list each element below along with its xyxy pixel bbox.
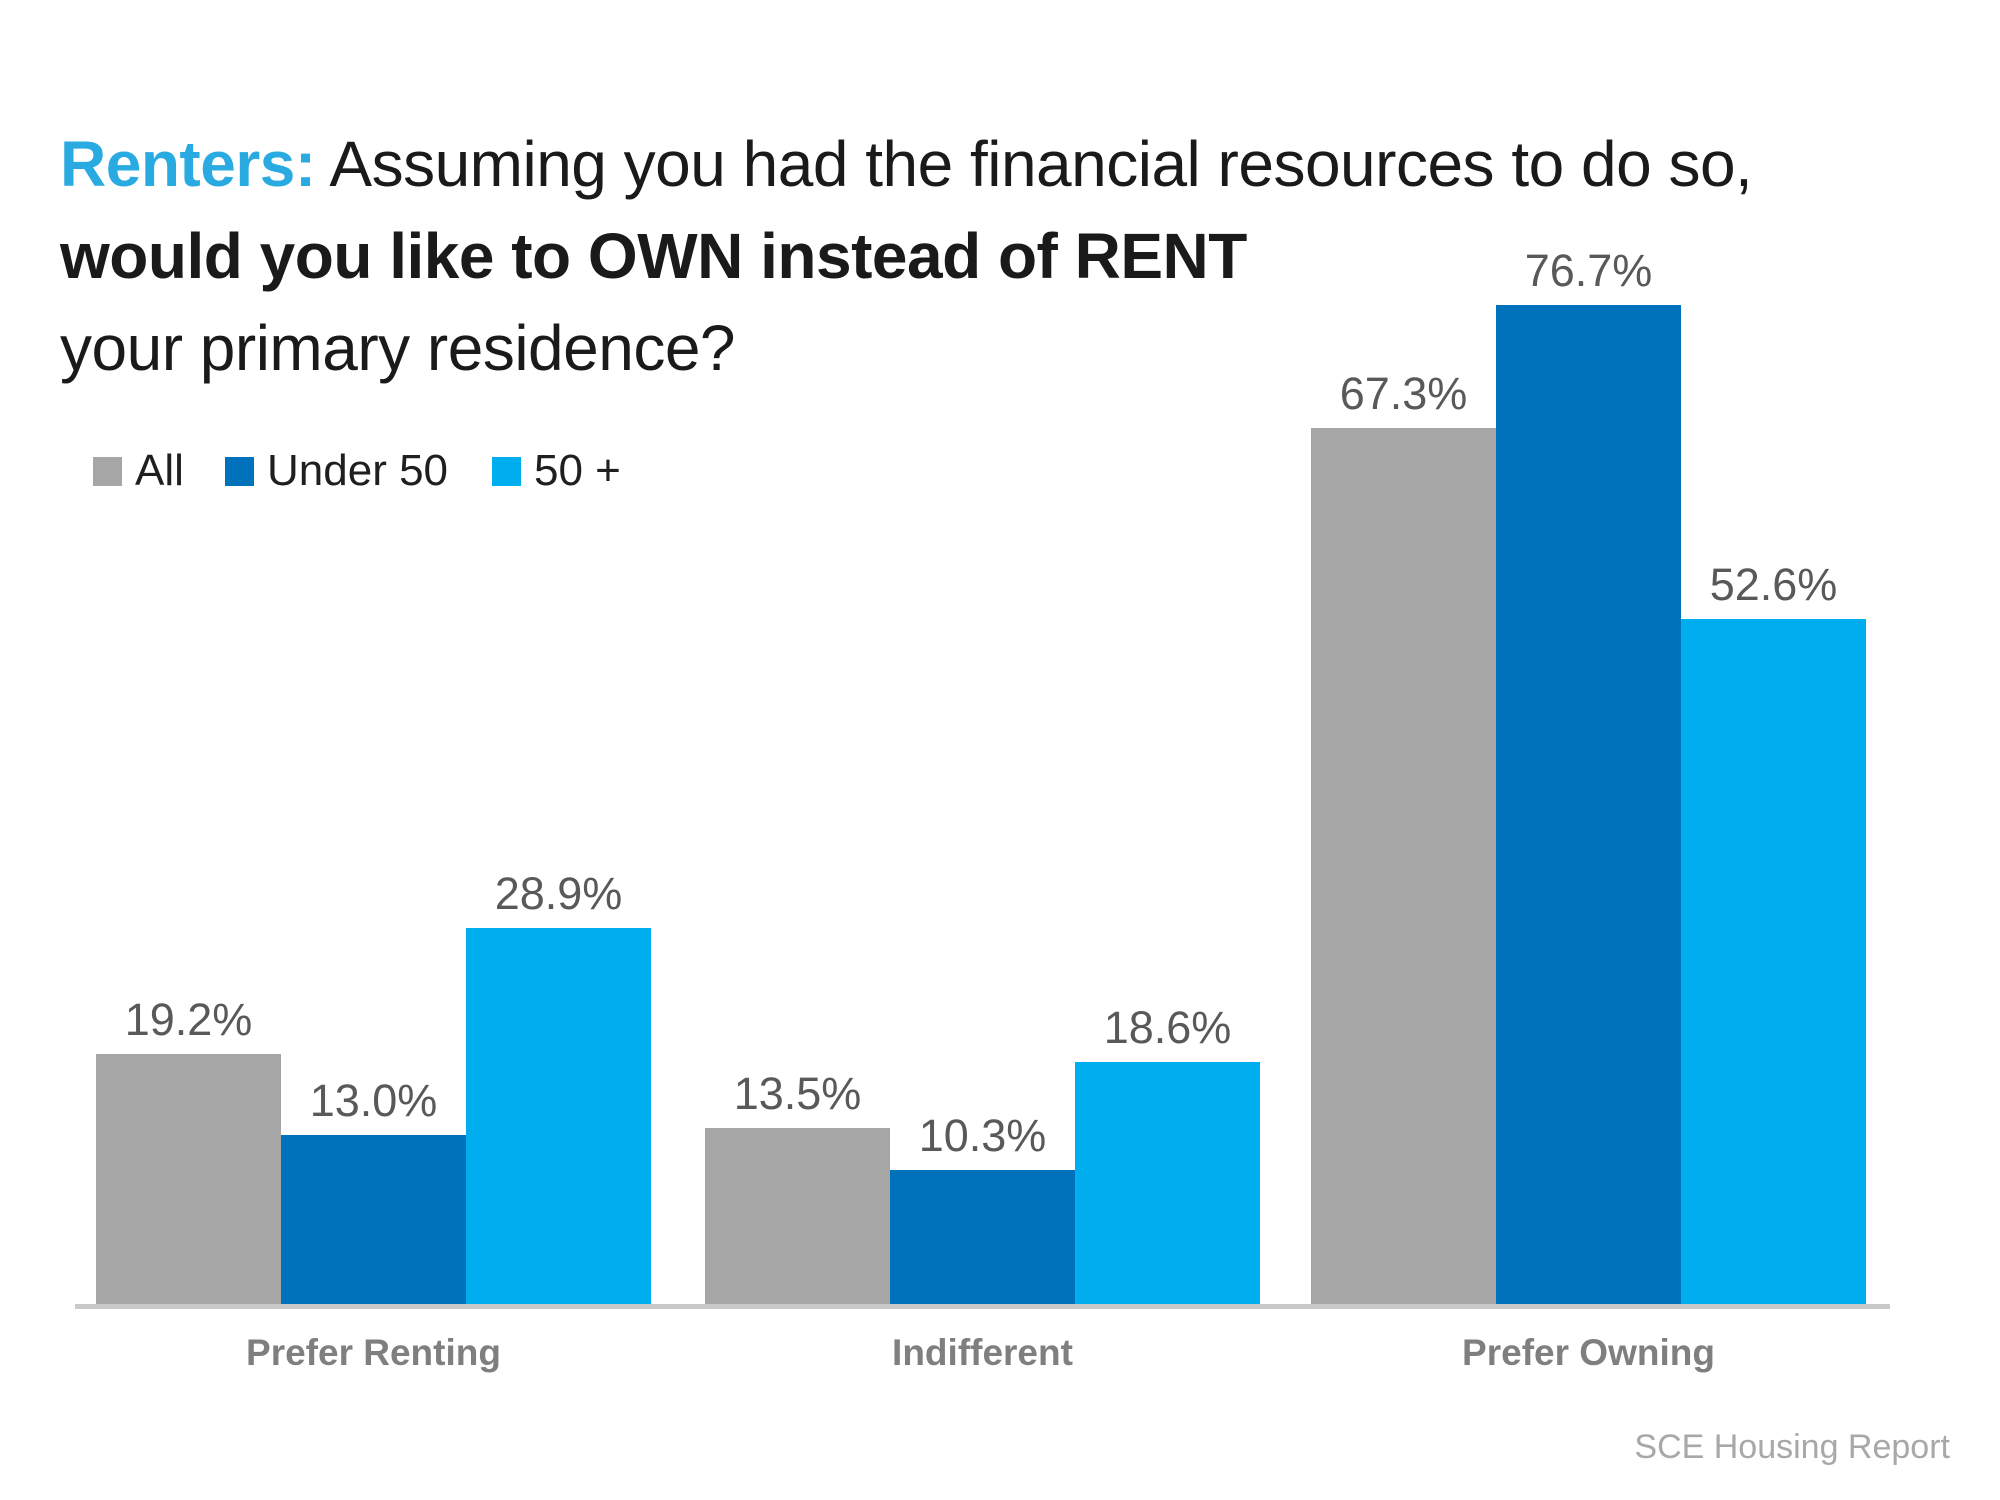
title-highlight: Renters: <box>60 128 316 200</box>
x-axis-line <box>75 1304 1890 1309</box>
bar-indifferent-50 <box>1075 1061 1260 1304</box>
value-label-prefer-renting-50: 28.9% <box>494 867 623 919</box>
bar-indifferent-all <box>705 1128 890 1304</box>
title-line-3: your primary residence? <box>60 312 736 384</box>
title-line-2: would you like to OWN instead of RENT <box>60 220 1247 292</box>
chart-title: Renters: Assuming you had the financial … <box>60 118 1753 394</box>
legend-label-50-plus: 50 + <box>534 446 621 495</box>
legend-item-50-plus: 50 + <box>492 446 621 496</box>
value-label-indifferent-50: 18.6% <box>1103 1001 1232 1053</box>
legend-label-all: All <box>135 446 184 495</box>
value-label-prefer-renting-all: 19.2% <box>124 994 253 1046</box>
category-label-indifferent: Indifferent <box>892 1332 1073 1373</box>
legend-label-under-50: Under 50 <box>267 446 449 495</box>
value-label-prefer-renting-under-50: 13.0% <box>309 1074 438 1126</box>
value-label-prefer-owning-50: 52.6% <box>1709 559 1838 611</box>
value-label-indifferent-under-50: 10.3% <box>918 1109 1047 1161</box>
value-label-prefer-owning-under-50: 76.7% <box>1524 245 1653 297</box>
value-label-prefer-owning-all: 67.3% <box>1339 367 1468 419</box>
legend-item-all: All <box>93 446 184 496</box>
bar-prefer-renting-all <box>96 1054 281 1304</box>
category-label-prefer-owning: Prefer Owning <box>1462 1332 1715 1373</box>
bar-indifferent-under-50 <box>890 1169 1075 1304</box>
bar-prefer-renting-under-50 <box>281 1134 466 1304</box>
category-label-prefer-renting: Prefer Renting <box>246 1332 501 1373</box>
bar-prefer-owning-under-50 <box>1496 305 1681 1304</box>
legend-swatch-50-plus <box>492 456 521 486</box>
title-line-1: Renters: Assuming you had the financial … <box>60 118 1753 210</box>
legend-swatch-all <box>93 456 122 486</box>
legend-item-under-50: Under 50 <box>225 446 448 496</box>
legend-swatch-under-50 <box>225 456 254 486</box>
value-label-indifferent-all: 13.5% <box>733 1068 862 1120</box>
title-line-1-rest: Assuming you had the financial resources… <box>315 128 1753 200</box>
bar-prefer-owning-all <box>1311 427 1496 1304</box>
source-note: SCE Housing Report <box>1634 1428 1950 1466</box>
bar-prefer-owning-50 <box>1681 619 1866 1304</box>
bar-prefer-renting-50 <box>466 927 651 1304</box>
